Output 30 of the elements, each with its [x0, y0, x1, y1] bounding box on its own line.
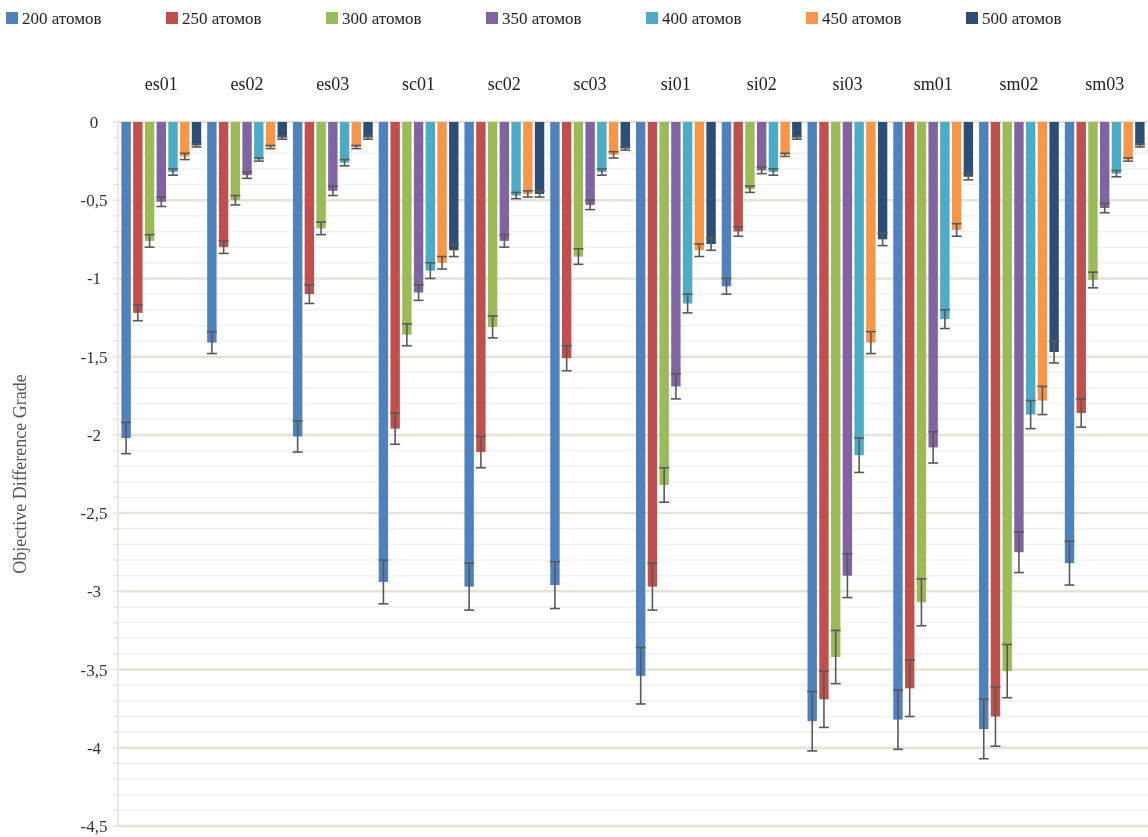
y-axis-title: Objective Difference Grade: [10, 374, 30, 574]
x-tick-label: si03: [832, 74, 863, 94]
legend-label: 500 атомов: [982, 8, 1062, 28]
x-tick-label: es02: [230, 74, 264, 94]
y-tick-label: -2: [86, 425, 102, 445]
y-tick-label: -1,5: [80, 347, 108, 367]
legend-label: 200 атомов: [22, 8, 102, 28]
legend-label: 350 атомов: [502, 8, 582, 28]
legend-label: 250 атомов: [182, 8, 262, 28]
y-tick-label: -0,5: [80, 191, 108, 211]
y-tick-label: -3: [86, 582, 102, 602]
legend-label: 300 атомов: [342, 8, 422, 28]
y-tick-label: -3,5: [80, 660, 108, 680]
x-tick-label: sm01: [913, 74, 953, 94]
y-tick-label: 0: [89, 112, 99, 132]
y-tick-label: -2,5: [80, 504, 108, 524]
x-tick-label: sm02: [999, 74, 1039, 94]
x-tick-label: si02: [746, 74, 777, 94]
x-tick-label: sc01: [402, 74, 436, 94]
x-tick-label: sc03: [573, 74, 607, 94]
y-tick-label: -4,5: [80, 816, 108, 836]
x-tick-label: sm03: [1085, 74, 1125, 94]
y-tick-label: -1: [86, 269, 102, 289]
x-tick-label: si01: [660, 74, 691, 94]
legend-label: 400 атомов: [662, 8, 742, 28]
x-tick-label: es01: [144, 74, 178, 94]
y-tick-label: -4: [86, 738, 102, 758]
x-tick-label: sc02: [487, 74, 521, 94]
x-tick-label: es03: [316, 74, 350, 94]
legend-label: 450 атомов: [822, 8, 902, 28]
